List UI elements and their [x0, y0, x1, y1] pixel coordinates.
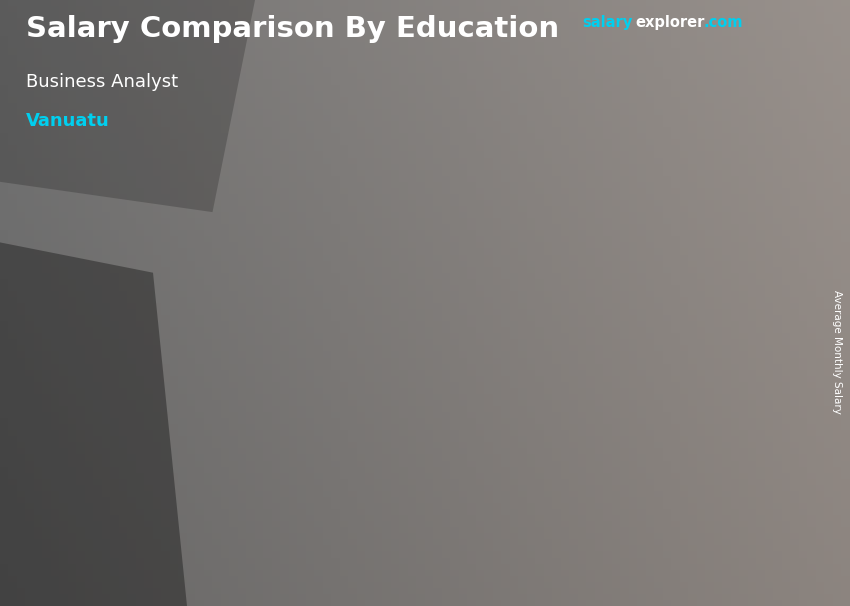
Text: Salary Comparison By Education: Salary Comparison By Education [26, 15, 558, 43]
Text: 83,000 VUV: 83,000 VUV [96, 355, 174, 368]
FancyArrowPatch shape [171, 327, 297, 370]
FancyArrowPatch shape [338, 268, 464, 347]
Polygon shape [0, 0, 255, 212]
Bar [436, 287, 523, 527]
Polygon shape [691, 204, 708, 527]
Text: salary: salary [582, 15, 632, 30]
Polygon shape [99, 364, 204, 379]
Bar [604, 218, 691, 527]
Polygon shape [268, 342, 371, 356]
Polygon shape [187, 364, 204, 527]
Text: +41%: +41% [326, 231, 390, 250]
Text: Business Analyst: Business Analyst [26, 73, 178, 91]
Text: Vanuatu: Vanuatu [26, 112, 110, 130]
Text: Average Monthly Salary: Average Monthly Salary [832, 290, 842, 413]
Polygon shape [604, 204, 708, 218]
Text: +15%: +15% [166, 305, 229, 324]
Text: 95,500 VUV: 95,500 VUV [264, 333, 343, 345]
Text: +29%: +29% [502, 167, 564, 186]
Polygon shape [436, 273, 540, 287]
Polygon shape [0, 242, 187, 606]
Bar [99, 379, 187, 527]
Bar [268, 356, 355, 527]
Text: 173,000 VUV: 173,000 VUV [620, 194, 708, 207]
FancyArrowPatch shape [507, 199, 632, 278]
Polygon shape [523, 273, 540, 527]
Text: explorer: explorer [636, 15, 705, 30]
Polygon shape [355, 342, 371, 527]
Text: 134,000 VUV: 134,000 VUV [428, 264, 514, 277]
Text: .com: .com [704, 15, 743, 30]
